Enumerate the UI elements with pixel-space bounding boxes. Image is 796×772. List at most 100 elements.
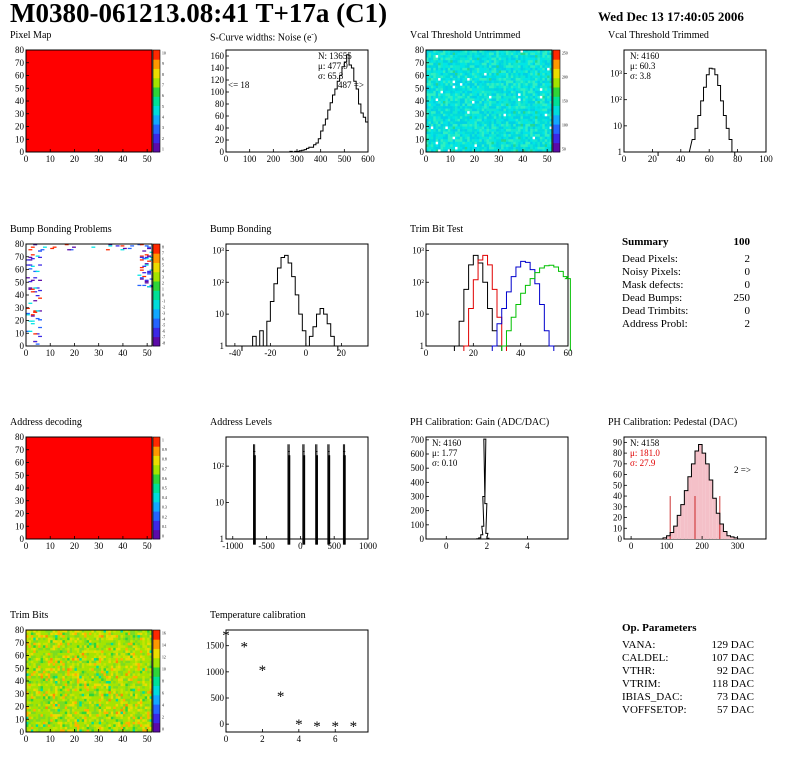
palette-tick-label: 0.3 bbox=[162, 506, 167, 510]
heatmap-cell bbox=[30, 688, 34, 692]
heatmap-cell bbox=[513, 95, 516, 99]
heatmap-cell bbox=[59, 632, 63, 636]
heatmap-cell bbox=[452, 55, 456, 58]
heatmap-cell bbox=[527, 67, 531, 71]
heatmap-cell bbox=[52, 663, 56, 666]
heatmap-cell bbox=[535, 62, 538, 66]
chart-title: Address decoding bbox=[10, 417, 82, 428]
heatmap-cell bbox=[101, 709, 104, 712]
heatmap-cell bbox=[35, 642, 39, 646]
heatmap-cell bbox=[501, 98, 504, 102]
heatmap-cell bbox=[547, 80, 550, 84]
heatmap-cell bbox=[452, 65, 456, 69]
heatmap-cell bbox=[505, 67, 509, 71]
heatmap-cell bbox=[42, 647, 46, 651]
heatmap-cell bbox=[52, 675, 56, 679]
heatmap-cell bbox=[69, 647, 73, 651]
heatmap-cell bbox=[447, 139, 451, 143]
heatmap-cell bbox=[125, 693, 129, 697]
heatmap-cell bbox=[503, 83, 507, 86]
palette-tick-label: 2 bbox=[162, 137, 164, 141]
heatmap-cell bbox=[491, 98, 495, 102]
heatmap-cell bbox=[115, 645, 119, 649]
heatmap-cell bbox=[55, 698, 58, 702]
heatmap-cell bbox=[505, 78, 509, 81]
heatmap-cell bbox=[81, 630, 85, 633]
summary-label: Dead Trimbits: bbox=[622, 305, 689, 317]
x-tick-label: 30 bbox=[94, 348, 104, 358]
heatmap-cell bbox=[52, 698, 56, 702]
palette-tick-label: 10 bbox=[162, 668, 166, 672]
heatmap-cell bbox=[503, 149, 507, 153]
heatmap-cell bbox=[120, 696, 124, 700]
heatmap-cell bbox=[33, 706, 36, 710]
histogram-series-line bbox=[501, 264, 571, 351]
x-tick-label: -1000 bbox=[222, 541, 243, 551]
heatmap-cell bbox=[537, 60, 541, 64]
heatmap-cell bbox=[501, 70, 504, 74]
heatmap-cell bbox=[520, 141, 524, 145]
heatmap-cell bbox=[127, 675, 131, 679]
heatmap-cell bbox=[79, 652, 83, 656]
heatmap-cell bbox=[33, 655, 36, 659]
heatmap-cell bbox=[93, 698, 97, 702]
heatmap-cell bbox=[132, 652, 136, 656]
y-tick-label: 700 bbox=[411, 435, 425, 445]
heatmap-cell bbox=[55, 691, 58, 695]
heatmap-cell bbox=[89, 693, 92, 697]
heatmap-cell bbox=[84, 688, 87, 692]
heatmap-cell bbox=[139, 630, 143, 633]
heatmap-cell bbox=[101, 719, 104, 723]
heatmap-cell bbox=[474, 149, 478, 153]
heatmap-cell bbox=[28, 640, 32, 644]
heatmap-cell bbox=[486, 52, 490, 56]
heatmap-cell bbox=[28, 668, 32, 672]
y-tick-label: 20 bbox=[415, 122, 425, 132]
heatmap-cell bbox=[35, 343, 40, 345]
heatmap-cell bbox=[457, 136, 461, 140]
heatmap-cell bbox=[96, 701, 99, 705]
heatmap-cell bbox=[547, 52, 550, 56]
heatmap-cell bbox=[132, 729, 136, 733]
heatmap-cell bbox=[544, 126, 548, 130]
heatmap-cell bbox=[98, 688, 102, 692]
heatmap-cell bbox=[33, 291, 38, 293]
heatmap-cell bbox=[67, 630, 70, 633]
heatmap-cell bbox=[45, 681, 49, 684]
heatmap-cell bbox=[101, 647, 104, 651]
heatmap-cell bbox=[537, 146, 541, 150]
palette-tick-label: 0 bbox=[162, 728, 164, 732]
heatmap-cell bbox=[93, 714, 97, 717]
heatmap-cell bbox=[527, 62, 531, 66]
heatmap-cell bbox=[430, 62, 434, 66]
heatmap-cell bbox=[135, 706, 138, 710]
heatmap-cell bbox=[505, 118, 509, 122]
heatmap-cell bbox=[47, 632, 51, 636]
x-tick-label: 10 bbox=[46, 541, 56, 551]
heatmap-cell bbox=[520, 78, 524, 81]
palette-swatch bbox=[153, 511, 160, 521]
heatmap-cell bbox=[547, 60, 550, 64]
heatmap-cell bbox=[62, 670, 66, 674]
heatmap-cell bbox=[137, 696, 141, 700]
heatmap-cell bbox=[38, 719, 41, 723]
heatmap-cell bbox=[469, 123, 473, 127]
heatmap-cell bbox=[127, 632, 131, 636]
heatmap-cell bbox=[489, 62, 492, 66]
heatmap-cell bbox=[139, 665, 143, 669]
heatmap-cell bbox=[527, 85, 531, 89]
heatmap-cell bbox=[469, 146, 473, 150]
heatmap-cell bbox=[135, 693, 138, 697]
heatmap-cell bbox=[72, 637, 75, 641]
heatmap-cell bbox=[108, 668, 112, 672]
heatmap-cell bbox=[549, 98, 553, 102]
heatmap-cell bbox=[539, 103, 543, 107]
histogram-series-line bbox=[491, 260, 555, 351]
heatmap-cell bbox=[457, 65, 461, 69]
heatmap-cell bbox=[467, 121, 470, 125]
heatmap-cell bbox=[433, 62, 436, 66]
heatmap-cell bbox=[442, 118, 446, 122]
heatmap-cell bbox=[52, 647, 56, 651]
heatmap-cell bbox=[91, 726, 95, 730]
heatmap-cell bbox=[486, 141, 490, 145]
